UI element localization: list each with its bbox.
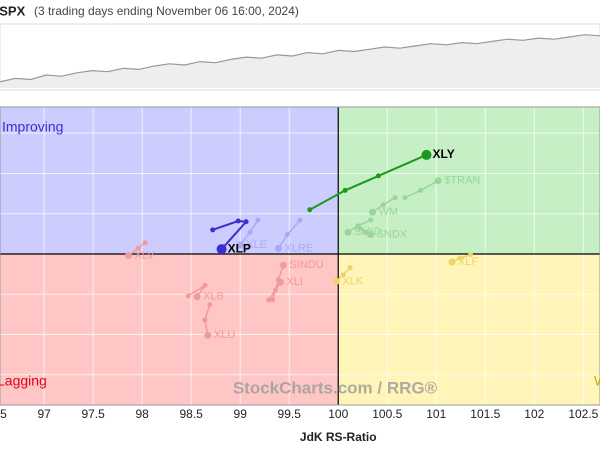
x-tick-label: 100.5 xyxy=(372,407,402,421)
tail-point xyxy=(247,229,253,235)
tail-point xyxy=(468,252,474,258)
series-label: XLI xyxy=(286,276,303,288)
tail-point xyxy=(363,229,369,235)
tail-point xyxy=(255,217,261,223)
head-point xyxy=(216,244,227,255)
series-label: XLB xyxy=(203,291,224,303)
tail-point xyxy=(340,272,346,278)
tail-point xyxy=(368,217,374,223)
series-label: XLV xyxy=(134,250,155,262)
x-tick-label: 100 xyxy=(328,407,348,421)
tail-point xyxy=(402,195,408,201)
chart-subtitle: (3 trading days ending November 06 16:00… xyxy=(34,4,299,18)
head-point xyxy=(124,252,132,260)
tail-point xyxy=(342,187,348,193)
tail-point xyxy=(207,302,213,308)
tail-point xyxy=(357,225,363,231)
x-tick-label: 98.5 xyxy=(179,407,203,421)
head-point xyxy=(204,331,212,339)
series-label: SNDX xyxy=(377,229,408,241)
head-point xyxy=(344,228,352,236)
tail-point xyxy=(392,195,398,201)
x-tick-label: 102.5 xyxy=(568,407,598,421)
series-label: XLY xyxy=(432,147,454,161)
tail-point xyxy=(202,282,208,288)
head-point xyxy=(279,261,287,269)
head-point xyxy=(236,241,244,249)
tail-point xyxy=(202,317,208,323)
head-point xyxy=(193,293,201,301)
quadrant-improving xyxy=(0,107,339,254)
series-label: WM xyxy=(379,206,399,218)
head-point xyxy=(274,244,282,252)
tail-point xyxy=(243,219,249,225)
tail-point xyxy=(210,227,216,233)
head-point xyxy=(367,231,375,239)
tail-line xyxy=(309,153,427,211)
tail-point xyxy=(284,232,290,238)
x-tick-label: 99 xyxy=(234,407,248,421)
tail-point xyxy=(375,173,381,179)
tail-point xyxy=(457,255,463,261)
series-label: XLRE xyxy=(284,242,313,254)
quadrant-leading xyxy=(338,107,600,254)
x-tick-label: 101.5 xyxy=(470,407,500,421)
series-label: $TRAN xyxy=(444,175,480,187)
tail-point xyxy=(418,187,424,193)
quadrant-label: Improving xyxy=(2,119,63,135)
x-tick-label: 98 xyxy=(135,407,149,421)
tail-point xyxy=(347,265,353,271)
tail-point xyxy=(272,287,278,293)
tail-point xyxy=(380,202,386,208)
watermark: StockCharts.com / RRG® xyxy=(233,378,438,397)
tail-line xyxy=(212,219,249,250)
head-point xyxy=(448,258,456,266)
head-point xyxy=(276,278,284,286)
series-label: XLK xyxy=(342,275,363,287)
benchmark-line xyxy=(0,34,600,83)
head-point xyxy=(332,277,340,285)
quadrant-label: Lagging xyxy=(0,373,47,389)
tail-point xyxy=(142,240,148,246)
x-tick-label: 97.5 xyxy=(81,407,105,421)
tail-point xyxy=(235,218,241,224)
tail-point xyxy=(135,245,141,251)
x-tick-label: 102 xyxy=(524,407,544,421)
chart-title: $SPX xyxy=(0,3,26,18)
quadrant-label: Weakening xyxy=(594,373,600,389)
quadrant-weakening xyxy=(338,253,600,405)
plot-frame xyxy=(0,106,600,406)
x-tick-label: 97 xyxy=(37,407,51,421)
x-tick-label: 101 xyxy=(426,407,446,421)
series-label: XLP xyxy=(228,241,251,255)
tail-point xyxy=(307,207,313,213)
benchmark-area xyxy=(0,34,600,88)
head-point xyxy=(421,149,432,160)
head-point xyxy=(434,177,442,185)
series-label: XLE xyxy=(246,239,267,251)
head-point xyxy=(369,208,377,216)
tail-point xyxy=(270,297,276,303)
series-label: XLU xyxy=(214,329,235,341)
tail-point xyxy=(297,217,303,223)
series-label: SINDU xyxy=(289,259,323,271)
tail-point xyxy=(185,293,191,299)
x-axis-title: JdK RS-Ratio xyxy=(300,430,377,444)
tail-point xyxy=(266,297,272,303)
series-label: XLF xyxy=(458,256,478,268)
x-tick-label: 99.5 xyxy=(278,407,302,421)
x-tick-label: 96.5 xyxy=(0,407,7,421)
